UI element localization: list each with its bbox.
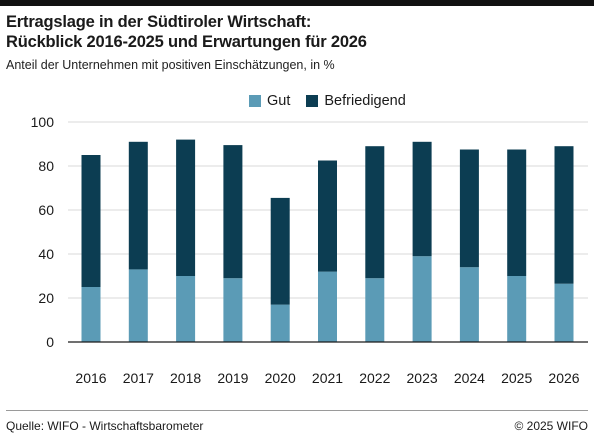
bar-gut-2021: [318, 271, 337, 342]
bar-gut-2026: [554, 283, 574, 342]
bottom-rule: [6, 410, 588, 411]
bar-gut-2016: [81, 287, 101, 342]
bar-befriedigend-2019: [223, 145, 243, 279]
bar-gut-2017: [128, 269, 148, 342]
x-tick-label-2024: 2024: [454, 370, 485, 386]
bar-gut-2023: [412, 256, 432, 342]
bar-gut-2024: [459, 267, 479, 342]
bar-gut-2025: [507, 276, 527, 342]
copyright-note: © 2025 WIFO: [514, 419, 588, 433]
source-note: Quelle: WIFO - Wirtschaftsbarometer: [6, 419, 204, 433]
chart-title-line-1: Ertragslage in der Südtiroler Wirtschaft…: [6, 13, 312, 31]
bar-befriedigend-2016: [81, 155, 101, 287]
y-tick-label-20: 20: [38, 290, 54, 306]
x-tick-label-2023: 2023: [407, 370, 438, 386]
bar-befriedigend-2021: [318, 160, 337, 272]
legend-swatch-befriedigend: [306, 95, 319, 107]
x-tick-label-2018: 2018: [170, 370, 201, 386]
bar-gut-2022: [365, 278, 385, 342]
legend-swatch-gut: [249, 95, 261, 107]
y-tick-label-80: 80: [38, 158, 54, 174]
x-tick-label-2017: 2017: [123, 370, 154, 386]
x-tick-label-2022: 2022: [359, 370, 390, 386]
bar-befriedigend-2020: [270, 197, 290, 305]
x-tick-label-2016: 2016: [75, 370, 106, 386]
bar-befriedigend-2022: [365, 146, 385, 279]
bar-befriedigend-2024: [459, 149, 479, 268]
chart-legend: Gut Befriedigend: [249, 91, 422, 111]
y-tick-label-60: 60: [38, 202, 54, 218]
bar-befriedigend-2023: [412, 141, 432, 257]
bar-gut-2018: [176, 276, 196, 342]
legend-label-gut: Gut: [267, 93, 291, 109]
legend-item-gut: Gut: [249, 93, 290, 109]
y-tick-label-40: 40: [38, 246, 54, 262]
x-tick-label-2020: 2020: [265, 370, 296, 386]
y-tick-label-100: 100: [31, 114, 55, 130]
x-tick-label-2025: 2025: [501, 370, 532, 386]
x-tick-label-2021: 2021: [312, 370, 343, 386]
chart-subtitle: Anteil der Unternehmen mit positiven Ein…: [6, 58, 335, 72]
y-tick-label-0: 0: [46, 334, 54, 350]
top-rule: [0, 0, 594, 6]
legend-item-befriedigend: Befriedigend: [306, 93, 406, 109]
x-tick-label-2019: 2019: [217, 370, 248, 386]
bar-befriedigend-2017: [128, 141, 148, 270]
bar-befriedigend-2025: [507, 149, 527, 276]
bar-gut-2019: [223, 278, 243, 342]
stacked-bar-chart: 0 20 40 60 80 100 2016 2017 2018 2019 2020 2021 2022…: [31, 114, 588, 386]
legend-label-befriedigend: Befriedigend: [324, 93, 406, 109]
chart-title: Ertragslage in der Südtiroler Wirtschaft…: [6, 12, 566, 52]
bar-gut-2020: [270, 304, 290, 342]
bar-befriedigend-2018: [176, 139, 196, 276]
chart-title-line-2: Rückblick 2016-2025 und Erwartungen für …: [6, 33, 367, 51]
x-tick-label-2026: 2026: [548, 370, 579, 386]
bar-befriedigend-2026: [554, 146, 574, 284]
